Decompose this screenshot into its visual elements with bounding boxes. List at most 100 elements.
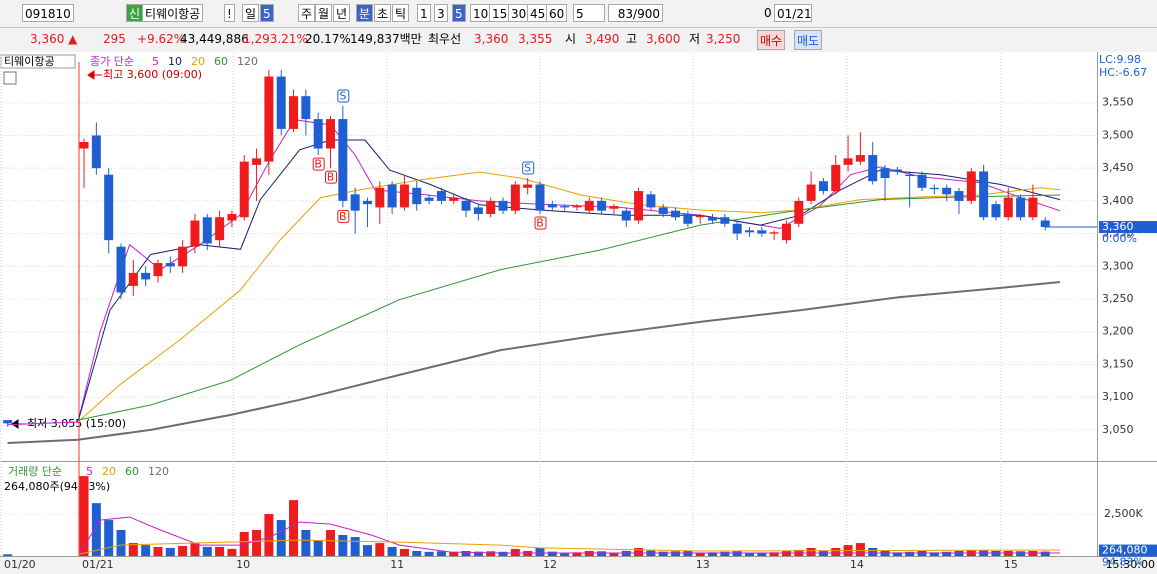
volume-bar — [326, 529, 336, 556]
toolbar-field[interactable]: 티웨이항공 — [142, 4, 204, 22]
legend-entry: 120 — [148, 465, 169, 478]
candle-body — [954, 191, 964, 201]
signal-box — [534, 216, 547, 230]
moving-average — [77, 194, 1061, 421]
quote-change: 295 — [103, 32, 126, 46]
time-label: 15:30:00 — [1106, 558, 1155, 571]
volume-bar — [449, 551, 459, 556]
candle-body — [128, 272, 138, 286]
toolbar-field[interactable]: 091810 — [22, 4, 74, 22]
volume-bar — [190, 543, 200, 556]
candle-body — [3, 420, 13, 424]
candle-body — [843, 158, 853, 165]
corner-label: LC:9.98 — [1099, 53, 1141, 66]
grid — [0, 53, 1097, 556]
signal-box — [312, 157, 325, 171]
candle-body — [892, 169, 902, 172]
volume-bar — [3, 554, 13, 556]
y-tick-label: 3,300 — [1102, 259, 1134, 272]
y-tick-label: 3,450 — [1102, 161, 1134, 174]
period-button[interactable]: 주 — [298, 4, 316, 22]
volume-bar — [1040, 551, 1050, 556]
toolbar-field[interactable]: 신 — [126, 4, 144, 22]
quote-high-label: 고 — [626, 32, 638, 46]
candle-body — [646, 194, 656, 208]
volume-bar — [338, 535, 348, 556]
candle-body — [301, 96, 311, 120]
interval-button[interactable]: 60 — [546, 4, 568, 22]
interval-button[interactable]: 3 — [434, 4, 448, 22]
buy-button[interactable]: 매수 — [757, 30, 786, 50]
volume-tag-change: 94.83% — [1102, 556, 1144, 569]
candle-body — [695, 215, 705, 218]
quote-low: 3,250 — [706, 32, 741, 46]
volume-bar — [104, 520, 114, 556]
period-button[interactable]: 초 — [374, 4, 392, 22]
table-icon — [3, 71, 17, 85]
period-button[interactable]: 년 — [333, 4, 351, 22]
candle-body — [942, 187, 952, 195]
volume-bar — [375, 543, 385, 556]
period-button[interactable]: 월 — [315, 4, 333, 22]
date-field[interactable]: 01/21 — [774, 4, 812, 22]
interval-button[interactable]: 5 — [452, 4, 466, 22]
candle-body — [178, 246, 188, 267]
signal-box — [522, 161, 535, 175]
background — [0, 52, 1157, 574]
volume-bar — [473, 551, 483, 556]
signal: B — [339, 210, 347, 223]
volume-bar — [227, 548, 237, 556]
volume-summary: 264,080주(94.83%) — [4, 480, 110, 493]
period-button[interactable]: 분 — [356, 4, 374, 22]
candle-body — [621, 210, 631, 221]
candle-body — [806, 184, 816, 201]
legend-entry: 20 — [191, 55, 205, 68]
candle-body — [1016, 197, 1026, 218]
volume-bar — [868, 547, 878, 556]
sell-button[interactable]: 매도 — [794, 30, 823, 50]
moving-average — [77, 171, 1061, 423]
candle-body — [313, 119, 323, 149]
volume-bar — [141, 545, 151, 556]
quote-open: 3,490 — [585, 32, 620, 46]
candle-body — [966, 171, 976, 201]
volume-bar — [264, 514, 274, 556]
candle-body — [486, 200, 496, 214]
count-field[interactable]: 5 — [573, 4, 605, 22]
candle-body — [375, 187, 385, 208]
volume-bar — [560, 552, 570, 556]
candle-body — [905, 174, 915, 177]
period-button[interactable]: 틱 — [392, 4, 410, 22]
volume-bar — [597, 551, 607, 556]
period-button[interactable]: 일 — [242, 4, 260, 22]
x-tick-label: 12 — [543, 558, 557, 571]
candle-body — [609, 206, 619, 209]
volume-bar — [720, 551, 730, 556]
toolbar-field[interactable]: ! — [224, 4, 235, 22]
moving-average — [7, 281, 1061, 444]
candle-body — [215, 217, 225, 241]
interval-button[interactable]: 30 — [508, 4, 530, 22]
signal: B — [314, 158, 322, 171]
candle-body — [991, 204, 1001, 218]
legend-entry: 20 — [102, 465, 116, 478]
y-tick-label: 3,150 — [1102, 357, 1134, 370]
candle-body — [818, 181, 828, 192]
quote-bar: 3,360 ▲ 295 +9.62% 43,449,886 1,293.21% 20.17… — [0, 28, 1157, 53]
volume-bar — [572, 552, 582, 556]
low-note: 최저 3,055 (15:00) — [27, 417, 126, 430]
candle-body — [436, 191, 446, 201]
interval-button[interactable]: 1 — [417, 4, 431, 22]
candle-body — [165, 263, 175, 267]
zero-field: 0 — [764, 6, 772, 20]
volume-bar — [313, 540, 323, 556]
volume-bar — [276, 520, 286, 556]
period-button[interactable]: 5 — [260, 4, 274, 22]
interval-button[interactable]: 15 — [489, 4, 511, 22]
volume-bar — [634, 547, 644, 556]
quote-open-label: 시 — [565, 32, 577, 46]
candle-body — [116, 246, 126, 293]
moving-average — [78, 516, 1060, 555]
quote-high: 3,600 — [646, 32, 681, 46]
volume-bar — [609, 552, 619, 556]
